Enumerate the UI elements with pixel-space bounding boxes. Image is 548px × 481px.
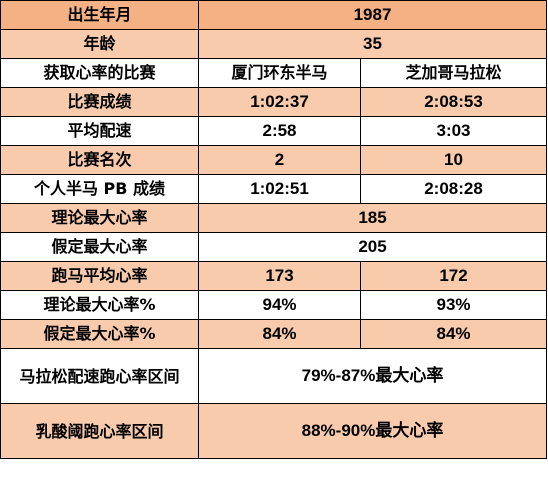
row-value: 35 — [197, 29, 548, 59]
race-a-cell: 173 — [198, 261, 361, 291]
row-label: 理论最大心率 — [0, 203, 199, 233]
row-label: 假定最大心率% — [0, 319, 199, 349]
race-a-cell: 2 — [198, 145, 361, 175]
table-row: 理论最大心率% 94% 93% — [0, 290, 548, 320]
table-row: 假定最大心率% 84% 84% — [0, 319, 548, 349]
race-a-cell: 84% — [198, 319, 361, 349]
row-value: 79%-87%最大心率 — [197, 348, 548, 404]
row-value: 1987 — [197, 0, 548, 30]
row-label: 马拉松配速跑心率区间 — [0, 348, 199, 404]
race-b-cell: 93% — [359, 290, 548, 320]
race-a-cell: 1:02:37 — [198, 87, 361, 117]
row-label: 获取心率的比赛 — [0, 58, 199, 88]
table-row: 理论最大心率 185 — [0, 203, 548, 233]
row-label: 平均配速 — [0, 116, 199, 146]
table-row: 年龄 35 — [0, 29, 548, 59]
marathon-heart-rate-table: 出生年月 1987 年龄 35 获取心率的比赛 厦门环东半马 芝加哥马拉松 比赛… — [0, 0, 548, 459]
race-b-cell: 172 — [359, 261, 548, 291]
table-row: 跑马平均心率 173 172 — [0, 261, 548, 291]
race-b-cell: 3:03 — [359, 116, 548, 146]
race-b-cell: 2:08:28 — [359, 174, 548, 204]
table-row: 获取心率的比赛 厦门环东半马 芝加哥马拉松 — [0, 58, 548, 88]
table-row: 比赛成绩 1:02:37 2:08:53 — [0, 87, 548, 117]
table-row: 比赛名次 2 10 — [0, 145, 548, 175]
row-value: 88%-90%最大心率 — [197, 403, 548, 459]
row-label: 个人半马 PB 成绩 — [0, 174, 199, 204]
row-value: 205 — [197, 232, 548, 262]
row-label: 年龄 — [0, 29, 199, 59]
row-label: 比赛名次 — [0, 145, 199, 175]
table-row: 平均配速 2:58 3:03 — [0, 116, 548, 146]
row-label: 出生年月 — [0, 0, 199, 30]
race-b-cell: 芝加哥马拉松 — [359, 58, 548, 88]
table-row: 出生年月 1987 — [0, 0, 548, 30]
race-a-cell: 厦门环东半马 — [198, 58, 361, 88]
race-a-cell: 94% — [198, 290, 361, 320]
race-b-cell: 10 — [359, 145, 548, 175]
row-value: 185 — [197, 203, 548, 233]
race-a-cell: 2:58 — [198, 116, 361, 146]
race-b-cell: 84% — [359, 319, 548, 349]
table-row: 假定最大心率 205 — [0, 232, 548, 262]
row-label: 比赛成绩 — [0, 87, 199, 117]
race-a-cell: 1:02:51 — [198, 174, 361, 204]
table-row: 马拉松配速跑心率区间 79%-87%最大心率 — [0, 348, 548, 404]
row-label: 跑马平均心率 — [0, 261, 199, 291]
table-row: 乳酸阈跑心率区间 88%-90%最大心率 — [0, 403, 548, 459]
row-label: 理论最大心率% — [0, 290, 199, 320]
table-row: 个人半马 PB 成绩 1:02:51 2:08:28 — [0, 174, 548, 204]
race-b-cell: 2:08:53 — [359, 87, 548, 117]
row-label: 假定最大心率 — [0, 232, 199, 262]
row-label: 乳酸阈跑心率区间 — [0, 403, 199, 459]
